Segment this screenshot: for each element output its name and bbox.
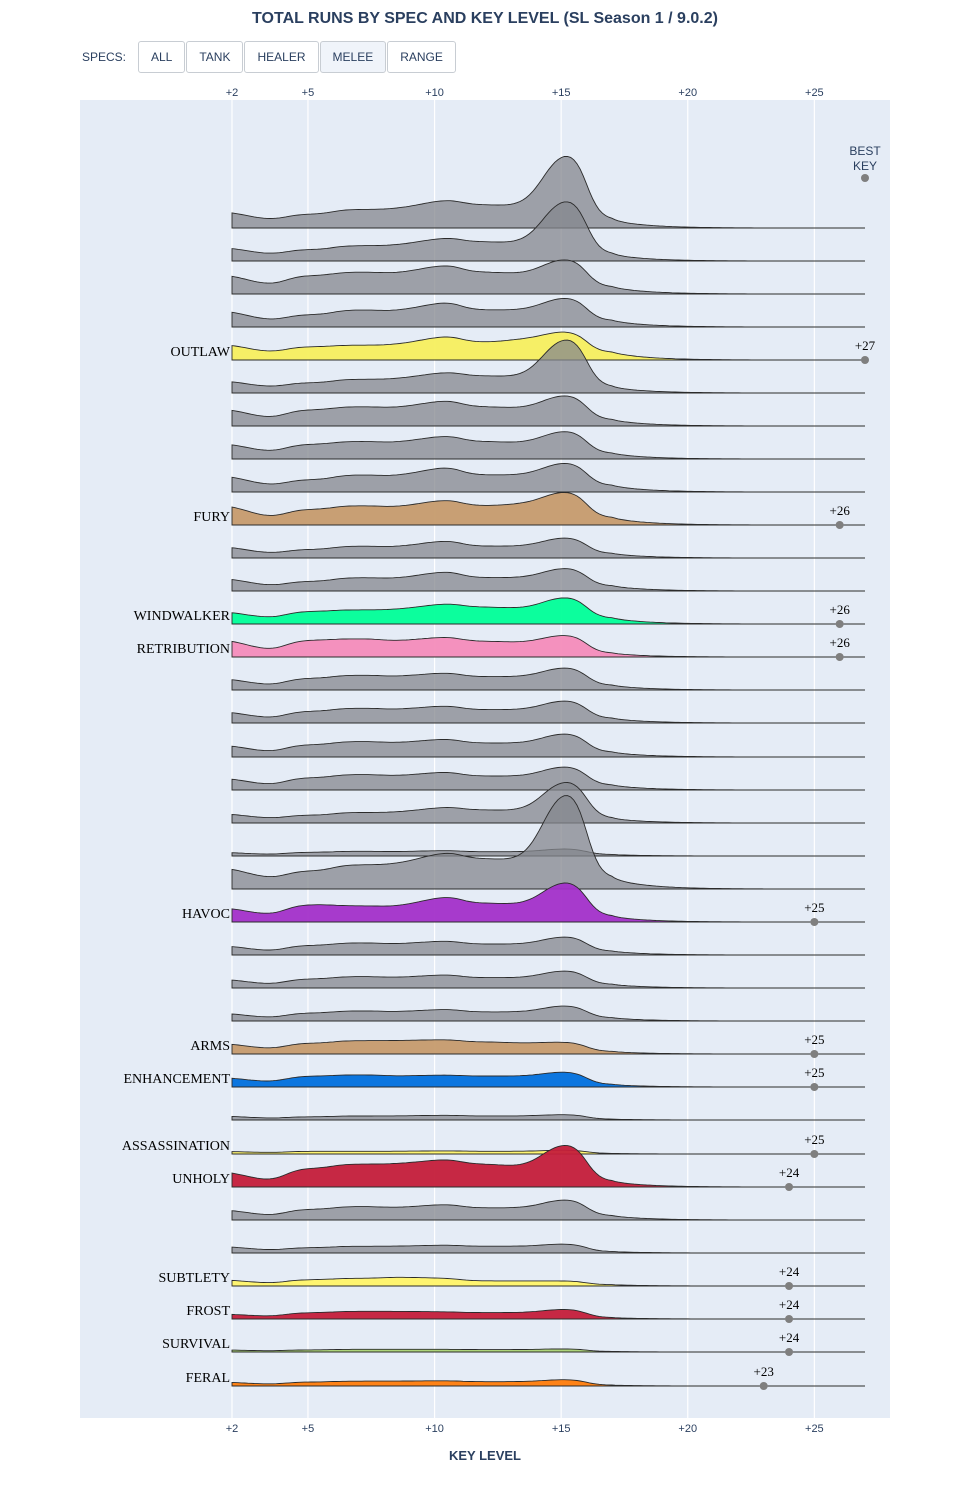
best-key-label-line1: BEST <box>849 144 881 158</box>
spec-label-windwalker: WINDWALKER <box>134 609 231 624</box>
spec-filter-buttons: ALL TANK HEALER MELEE RANGE <box>138 41 457 73</box>
spec-label-havoc: HAVOC <box>182 907 230 922</box>
spec-label-retribution: RETRIBUTION <box>137 642 230 657</box>
best-key-marker-survival[interactable] <box>785 1348 794 1356</box>
x-tick-label-bottom: +20 <box>678 1423 697 1435</box>
spec-label-frost: FROST <box>186 1304 230 1319</box>
best-key-value-retribution: +26 <box>830 635 851 650</box>
spec-button-tank[interactable]: TANK <box>186 41 244 73</box>
x-tick-label-bottom: +10 <box>425 1423 444 1435</box>
spec-label-arms: ARMS <box>190 1039 230 1054</box>
spec-label-feral: FERAL <box>186 1371 230 1386</box>
x-tick-label-top: +20 <box>678 87 697 99</box>
best-key-marker-enhancement[interactable] <box>810 1083 819 1091</box>
best-key-marker-havoc[interactable] <box>810 918 819 926</box>
spec-label-survival: SURVIVAL <box>162 1337 230 1352</box>
x-tick-label-top: +10 <box>425 87 444 99</box>
specs-label: SPECS: <box>82 50 127 64</box>
spec-button-healer[interactable]: HEALER <box>244 41 319 73</box>
ridges <box>231 155 865 1387</box>
best-key-value-fury: +26 <box>830 503 851 518</box>
best-key-legend-marker <box>861 174 869 182</box>
best-key-marker-fury[interactable] <box>835 521 844 529</box>
spec-label-fury: FURY <box>193 510 230 525</box>
x-tick-label-top: +15 <box>552 87 571 99</box>
x-tick-label-bottom: +2 <box>226 1423 239 1435</box>
x-axis-title: KEY LEVEL <box>448 1448 521 1463</box>
best-key-marker-frost[interactable] <box>785 1315 794 1323</box>
spec-label-assassination: ASSASSINATION <box>122 1139 230 1154</box>
best-key-value-subtlety: +24 <box>779 1264 800 1279</box>
best-key-label-line2: KEY <box>853 159 877 173</box>
best-key-marker-outlaw[interactable] <box>861 356 869 364</box>
best-key-marker-windwalker[interactable] <box>835 620 844 628</box>
best-key-marker-feral[interactable] <box>759 1382 768 1390</box>
chart-title: TOTAL RUNS BY SPEC AND KEY LEVEL (SL Sea… <box>252 10 718 27</box>
spec-button-range[interactable]: RANGE <box>387 41 456 73</box>
x-axis-top-ticks: +2 +5 +10 +15 +20 +25 <box>226 87 824 99</box>
spec-label-subtlety: SUBTLETY <box>158 1271 230 1286</box>
spec-label-unholy: UNHOLY <box>172 1172 230 1187</box>
best-key-marker-arms[interactable] <box>810 1050 819 1058</box>
best-key-value-survival: +24 <box>779 1330 800 1345</box>
best-key-value-enhancement: +25 <box>804 1065 824 1080</box>
best-key-value-havoc: +25 <box>804 900 824 915</box>
best-key-value-feral: +23 <box>754 1364 774 1379</box>
spec-labels: OUTLAW FURY WINDWALKER RETRIBUTION HAVOC ARMS… <box>122 345 231 1386</box>
x-tick-label-bottom: +5 <box>302 1423 315 1435</box>
best-key-marker-retribution[interactable] <box>835 653 844 661</box>
best-key-value-assassination: +25 <box>804 1132 824 1147</box>
best-key-value-frost: +24 <box>779 1297 800 1312</box>
x-tick-label-top: +25 <box>805 87 824 99</box>
best-key-marker-unholy[interactable] <box>785 1183 794 1191</box>
x-axis-bottom-ticks: +2 +5 +10 +15 +20 +25 <box>226 1423 824 1435</box>
best-key-value-arms: +25 <box>804 1032 824 1047</box>
x-tick-label-bottom: +15 <box>552 1423 571 1435</box>
spec-label-outlaw: OUTLAW <box>170 345 230 360</box>
best-key-marker-assassination[interactable] <box>810 1150 819 1158</box>
best-key-value-windwalker: +26 <box>830 602 851 617</box>
spec-label-enhancement: ENHANCEMENT <box>123 1072 230 1087</box>
best-key-value-unholy: +24 <box>779 1165 800 1180</box>
x-tick-label-bottom: +25 <box>805 1423 824 1435</box>
x-tick-label-top: +2 <box>226 87 239 99</box>
best-key-value-outlaw: +27 <box>855 338 876 353</box>
spec-button-melee[interactable]: MELEE <box>319 41 387 73</box>
x-tick-label-top: +5 <box>302 87 315 99</box>
spec-button-all[interactable]: ALL <box>138 41 186 73</box>
best-key-markers: +27 +26 +26 +26 +25 +25 +25 +25 +24 +24 +24 +24 +23 <box>754 338 876 1390</box>
best-key-marker-subtlety[interactable] <box>785 1282 794 1290</box>
